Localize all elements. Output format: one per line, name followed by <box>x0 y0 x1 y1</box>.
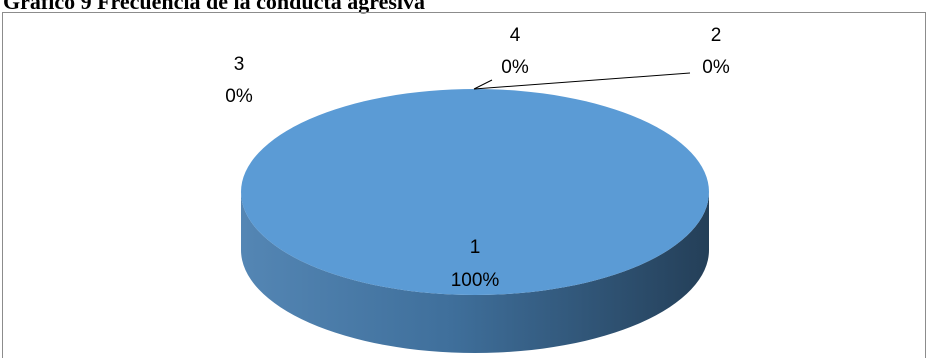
leader-line-2 <box>473 72 691 90</box>
leader-line-4 <box>473 79 493 90</box>
slice-label-value-3: 0% <box>225 86 253 107</box>
chart-title: Gráfico 9 Frecuencia de la conducta agre… <box>3 0 426 14</box>
slice-label-value-2: 0% <box>702 57 730 78</box>
pie-slice-1-side <box>241 192 709 353</box>
slice-label-value-4: 0% <box>501 57 529 78</box>
slice-label-category-1: 1 <box>470 237 481 258</box>
slice-label-value-1: 100% <box>451 270 500 291</box>
slice-label-category-4: 4 <box>510 25 521 46</box>
slice-label-category-3: 3 <box>234 54 245 75</box>
pie-slice-1 <box>241 89 709 295</box>
chart-frame <box>2 12 926 358</box>
slice-label-category-2: 2 <box>711 25 722 46</box>
